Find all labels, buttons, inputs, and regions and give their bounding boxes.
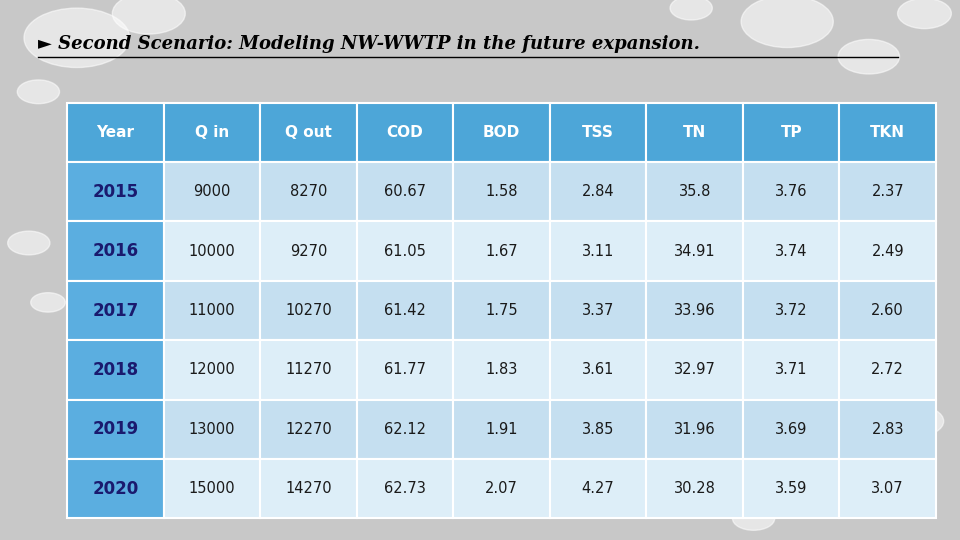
Text: 3.74: 3.74 <box>775 244 807 259</box>
Text: 3.72: 3.72 <box>775 303 807 318</box>
Text: 33.96: 33.96 <box>674 303 715 318</box>
Text: 13000: 13000 <box>189 422 235 437</box>
Text: TP: TP <box>780 125 802 140</box>
Text: 1.58: 1.58 <box>486 184 517 199</box>
Text: 2015: 2015 <box>92 183 138 201</box>
Text: 31.96: 31.96 <box>674 422 715 437</box>
Text: 2.49: 2.49 <box>872 244 904 259</box>
Text: 61.42: 61.42 <box>384 303 426 318</box>
Text: BOD: BOD <box>483 125 520 140</box>
Text: 32.97: 32.97 <box>674 362 715 377</box>
Text: ► Second Scenario: Modeling NW-WWTP in the future expansion.: ► Second Scenario: Modeling NW-WWTP in t… <box>38 35 700 53</box>
Text: 2016: 2016 <box>92 242 138 260</box>
Text: 3.69: 3.69 <box>775 422 807 437</box>
Text: 62.73: 62.73 <box>384 481 426 496</box>
Text: 2020: 2020 <box>92 480 138 498</box>
Text: 3.76: 3.76 <box>775 184 807 199</box>
Text: 30.28: 30.28 <box>674 481 715 496</box>
Text: 2.37: 2.37 <box>872 184 904 199</box>
Text: COD: COD <box>387 125 423 140</box>
Text: 10270: 10270 <box>285 303 332 318</box>
Text: TSS: TSS <box>582 125 614 140</box>
Text: 12000: 12000 <box>188 362 235 377</box>
Text: 61.05: 61.05 <box>384 244 426 259</box>
Text: 2.83: 2.83 <box>872 422 904 437</box>
Text: 3.61: 3.61 <box>582 362 614 377</box>
Text: Q in: Q in <box>195 125 229 140</box>
Text: 3.59: 3.59 <box>775 481 807 496</box>
Text: 9000: 9000 <box>193 184 230 199</box>
Text: 3.37: 3.37 <box>582 303 614 318</box>
Text: 2.07: 2.07 <box>485 481 518 496</box>
Text: 35.8: 35.8 <box>679 184 710 199</box>
Text: 2019: 2019 <box>92 420 138 438</box>
Text: 2017: 2017 <box>92 301 138 320</box>
Text: 61.77: 61.77 <box>384 362 426 377</box>
Text: 1.75: 1.75 <box>486 303 517 318</box>
Text: 34.91: 34.91 <box>674 244 715 259</box>
Text: 2018: 2018 <box>92 361 138 379</box>
Text: 11270: 11270 <box>285 362 332 377</box>
Text: 2.72: 2.72 <box>872 362 904 377</box>
Text: 9270: 9270 <box>290 244 327 259</box>
Text: 62.12: 62.12 <box>384 422 426 437</box>
Text: 15000: 15000 <box>189 481 235 496</box>
Text: TKN: TKN <box>870 125 905 140</box>
Text: 2.60: 2.60 <box>872 303 904 318</box>
Text: 4.27: 4.27 <box>582 481 614 496</box>
Text: TN: TN <box>684 125 707 140</box>
Text: 8270: 8270 <box>290 184 327 199</box>
Text: 12270: 12270 <box>285 422 332 437</box>
Text: 3.85: 3.85 <box>582 422 614 437</box>
Text: 2.84: 2.84 <box>582 184 614 199</box>
Text: 1.83: 1.83 <box>486 362 517 377</box>
Text: 14270: 14270 <box>285 481 332 496</box>
Text: 3.11: 3.11 <box>582 244 614 259</box>
Text: 1.91: 1.91 <box>486 422 517 437</box>
Text: Year: Year <box>96 125 134 140</box>
Text: 1.67: 1.67 <box>486 244 517 259</box>
Text: Q out: Q out <box>285 125 332 140</box>
Text: 60.67: 60.67 <box>384 184 426 199</box>
Text: 3.07: 3.07 <box>872 481 904 496</box>
Text: 10000: 10000 <box>188 244 235 259</box>
Text: 3.71: 3.71 <box>775 362 807 377</box>
Text: 11000: 11000 <box>189 303 235 318</box>
